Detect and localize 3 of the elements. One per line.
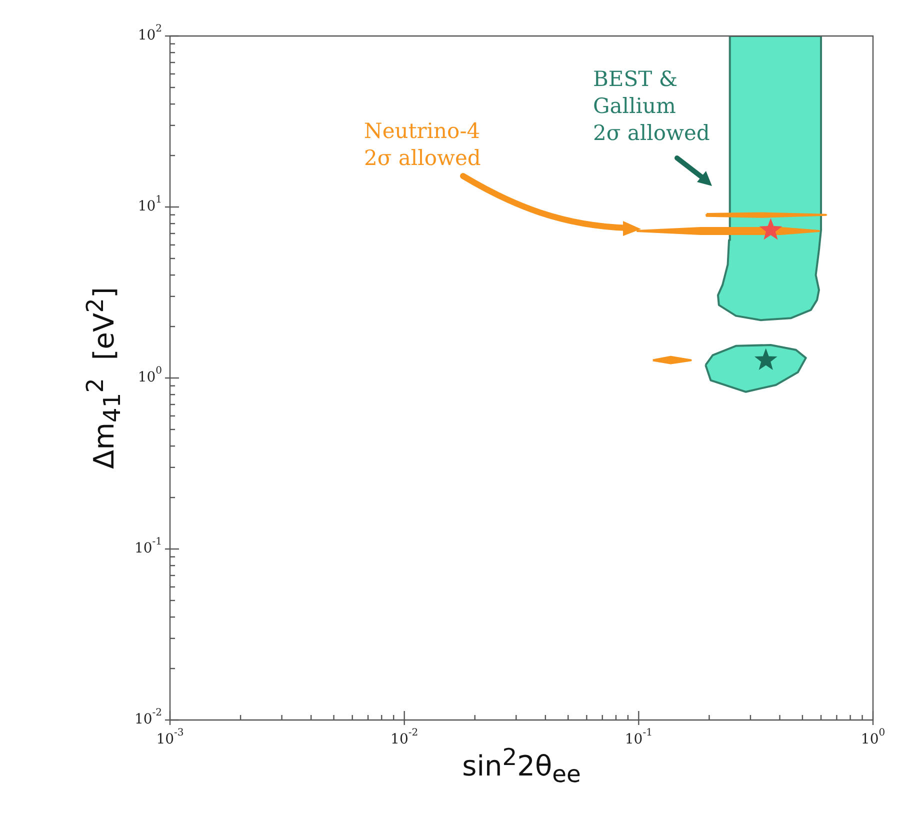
annotation: BEST & Gallium 2σ allowed: [593, 66, 710, 147]
x-axis-title: sin$^{2}$2θ$_{ee}$: [462, 743, 581, 788]
annotation: Neutrino-4 2σ allowed: [364, 118, 481, 172]
